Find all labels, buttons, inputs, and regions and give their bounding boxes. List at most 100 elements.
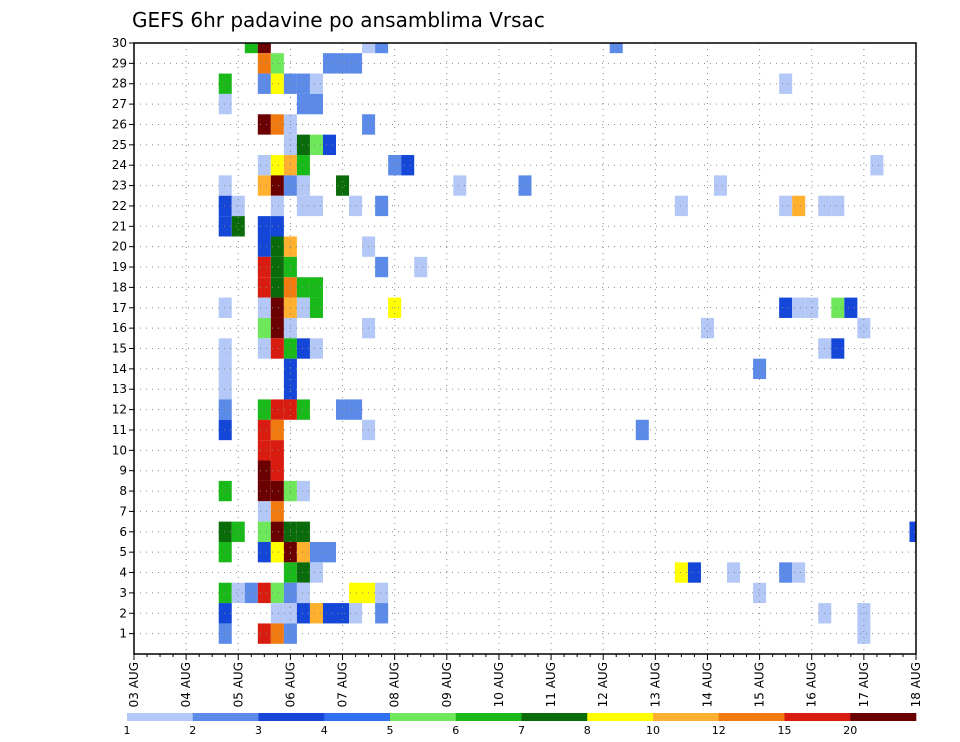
heatmap-cell xyxy=(309,541,323,563)
heatmap-cell xyxy=(270,399,284,420)
heatmap-cell xyxy=(257,175,271,196)
y-tick-label: 12 xyxy=(112,403,127,417)
heatmap-cell xyxy=(375,195,389,217)
heatmap-cell xyxy=(257,541,271,563)
y-tick-label: 26 xyxy=(112,117,127,131)
x-tick-label: 11 AUG xyxy=(544,662,558,707)
heatmap-cell xyxy=(375,603,389,624)
colorbar-segment xyxy=(587,713,654,721)
heatmap-cell xyxy=(257,440,271,461)
heatmap-cell xyxy=(753,582,767,604)
y-tick-label: 5 xyxy=(119,545,127,559)
heatmap-cell xyxy=(349,582,363,604)
y-tick-label: 10 xyxy=(112,443,127,457)
heatmap-cell xyxy=(270,317,284,339)
colorbar-label: 8 xyxy=(584,724,591,737)
heatmap-cell xyxy=(270,155,284,176)
y-tick-label: 9 xyxy=(119,464,127,478)
heatmap-cell xyxy=(831,338,845,359)
y-tick-label: 22 xyxy=(112,199,127,213)
grid-lines xyxy=(134,42,916,654)
heatmap-cell xyxy=(218,338,232,359)
heatmap-cell xyxy=(270,277,284,298)
heatmap-cell xyxy=(296,541,310,563)
heatmap-cell xyxy=(779,73,793,94)
y-tick-label: 18 xyxy=(112,280,127,294)
heatmap-cell xyxy=(309,603,323,624)
x-tick-label: 05 AUG xyxy=(231,662,245,707)
x-tick-label: 16 AUG xyxy=(805,662,819,707)
x-tick-label: 08 AUG xyxy=(388,662,402,707)
x-tick-label: 13 AUG xyxy=(648,662,662,707)
heatmap-cell xyxy=(257,256,271,278)
heatmap-cell xyxy=(687,562,701,583)
heatmap-cell xyxy=(257,317,271,339)
y-tick-label: 27 xyxy=(112,97,127,111)
heatmap-cell xyxy=(296,521,310,542)
heatmap-cell xyxy=(792,562,806,583)
heatmap-cell xyxy=(831,195,845,217)
heatmap-cell xyxy=(270,541,284,563)
y-tick-label: 4 xyxy=(119,566,127,580)
heatmap-cell xyxy=(244,43,258,54)
colorbar: 1 2 3 4 5 6 7 8 10 12 15 20 xyxy=(124,713,917,737)
y-tick-label: 14 xyxy=(112,362,127,376)
x-tick-label: 10 AUG xyxy=(492,662,506,707)
heatmap-cell xyxy=(257,623,271,644)
heatmap-cell xyxy=(779,562,793,583)
heatmap-cell xyxy=(218,175,232,196)
heatmap-cell xyxy=(257,582,271,604)
colorbar-segment xyxy=(455,713,522,721)
y-tick-label: 20 xyxy=(112,240,127,254)
heatmap-cell xyxy=(296,399,310,420)
heatmap-cell xyxy=(674,195,688,217)
heatmap-cell xyxy=(231,216,245,237)
heatmap-cell xyxy=(257,338,271,359)
y-tick-label: 1 xyxy=(119,627,127,641)
heatmap-cell xyxy=(270,419,284,441)
x-tick-label: 12 AUG xyxy=(596,662,610,707)
colorbar-label: 10 xyxy=(646,724,660,737)
colorbar-label: 1 xyxy=(124,724,131,737)
heatmap-cell xyxy=(792,195,806,217)
heatmap-cell xyxy=(296,195,310,217)
heatmap-cell xyxy=(218,521,232,542)
colorbar-label: 4 xyxy=(321,724,328,737)
colorbar-segment xyxy=(258,713,325,721)
y-tick-label: 6 xyxy=(119,525,127,539)
heatmap-cell xyxy=(218,480,232,502)
heatmap-cell xyxy=(375,256,389,278)
heatmap-cell xyxy=(831,297,845,318)
heatmap-cell xyxy=(322,541,337,563)
heatmap-cell xyxy=(257,216,271,237)
heatmap-cell xyxy=(296,73,310,94)
y-axis-ticks: 1234567891011121314151617181920212223242… xyxy=(112,36,134,641)
heatmap-cell xyxy=(309,562,323,583)
colorbar-label: 3 xyxy=(255,724,262,737)
colorbar-segment xyxy=(324,713,391,721)
heatmap-cell xyxy=(753,358,767,380)
colorbar-label: 20 xyxy=(843,724,857,737)
heatmap-cell xyxy=(349,603,363,624)
heatmap-cells xyxy=(218,43,916,644)
heatmap-cell xyxy=(270,603,284,624)
heatmap-cell xyxy=(270,521,284,542)
heatmap-cell xyxy=(870,155,884,176)
heatmap-cell xyxy=(349,53,363,74)
x-tick-label: 14 AUG xyxy=(700,662,714,707)
heatmap-cell xyxy=(218,603,232,624)
heatmap-cell xyxy=(218,379,232,400)
colorbar-label: 7 xyxy=(518,724,525,737)
heatmap-cell xyxy=(257,521,271,542)
heatmap-cell xyxy=(296,93,310,115)
x-tick-label: 04 AUG xyxy=(179,662,193,707)
heatmap-cell xyxy=(609,43,623,54)
y-tick-label: 24 xyxy=(112,158,127,172)
heatmap-cell xyxy=(218,419,232,441)
heatmap-cell xyxy=(362,43,376,54)
heatmap-cell xyxy=(674,562,688,583)
heatmap-cell xyxy=(857,317,871,339)
heatmap-cell xyxy=(218,541,232,563)
heatmap-cell xyxy=(309,134,323,156)
heatmap-cell xyxy=(231,582,245,604)
